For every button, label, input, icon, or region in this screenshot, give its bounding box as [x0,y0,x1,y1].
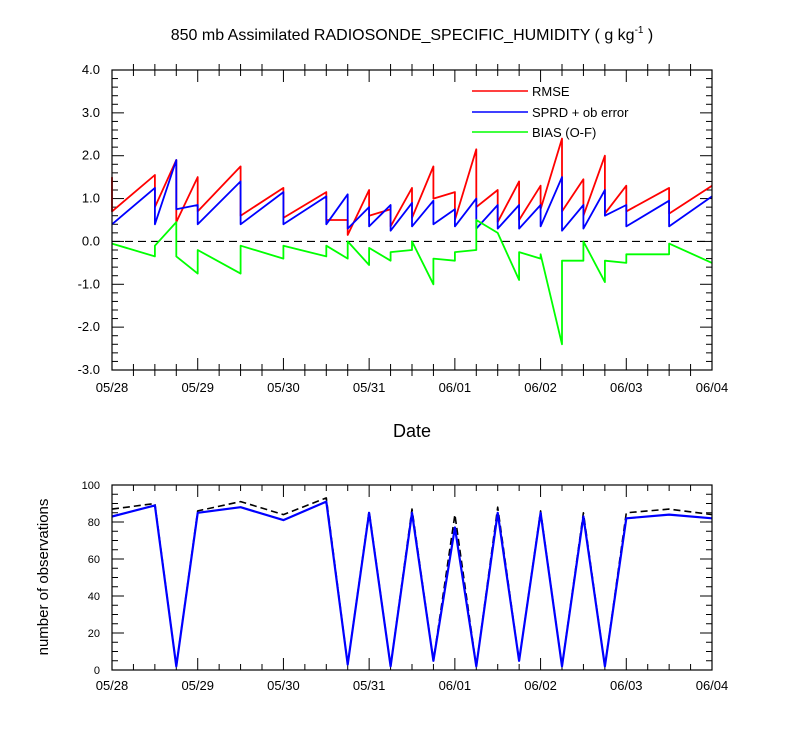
x-tick-label: 05/28 [96,380,129,395]
x-tick-label: 06/02 [524,380,557,395]
y-tick-label: 40 [88,591,100,603]
legend: RMSE SPRD + ob error BIAS (O-F) [472,84,629,140]
x-tick-label: 06/04 [696,678,729,693]
x-tick-label: 06/02 [524,678,557,693]
y-tick-label: -3.0 [78,362,100,377]
legend-label-sprd: SPRD + ob error [532,105,629,120]
chart-title-end: ) [643,27,653,44]
y-tick-label: 0.0 [82,233,100,248]
y-tick-label: 4.0 [82,62,100,77]
y-tick-label: 1.0 [82,191,100,206]
series-line-possible-observations [111,497,713,668]
x-tick-label: 05/29 [181,380,214,395]
y-tick-label: 3.0 [82,105,100,120]
y-tick-label: -2.0 [78,319,100,334]
x-tick-label: 05/30 [267,678,300,693]
series-line-rmse [111,137,713,236]
legend-label-bias: BIAS (O-F) [532,125,596,140]
x-tick-label: 05/28 [96,678,129,693]
y-tick-label: 60 [88,554,100,566]
y-tick-label: 80 [88,517,100,529]
x-tick-label: 06/04 [696,380,729,395]
chart-title-main: 850 mb Assimilated RADIOSONDE_SPECIFIC_H… [171,27,635,44]
x-tick-label: 06/01 [439,380,472,395]
top-panel: 850 mb Assimilated RADIOSONDE_SPECIFIC_H… [78,25,729,441]
bottom-series [111,497,713,668]
y-tick-label: 100 [82,480,100,492]
y-tick-label: 2.0 [82,148,100,163]
x-tick-label: 05/31 [353,678,386,693]
chart-title-sup: -1 [635,25,644,36]
series-line-bias-o-f- [111,219,713,346]
bottom-y-tick-labels: 0 20 40 60 80 100 [82,480,100,677]
x-tick-label: 06/03 [610,678,643,693]
chart-title: 850 mb Assimilated RADIOSONDE_SPECIFIC_H… [171,25,654,44]
x-tick-label: 06/03 [610,380,643,395]
legend-label-rmse: RMSE [532,84,570,99]
x-tick-label: 05/29 [181,678,214,693]
x-tick-label: 06/01 [439,678,472,693]
series-line-sprd-ob-error [111,159,713,232]
bottom-x-tick-labels: 05/28 05/29 05/30 05/31 06/01 06/02 06/03 06/04 [96,678,729,693]
top-y-tick-labels: -3.0 -2.0 -1.0 0.0 1.0 2.0 3.0 4.0 [78,62,100,377]
x-axis-title: Date [393,421,431,441]
bottom-plot-frame [111,484,713,671]
top-series [111,137,713,346]
y-tick-label: 0 [94,665,100,677]
y-tick-label: -1.0 [78,276,100,291]
x-tick-label: 05/30 [267,380,300,395]
bottom-panel: 0 20 40 60 80 100 05/28 05/29 05/30 05/31 06/01 06… [35,480,728,693]
top-x-tick-labels: 05/28 05/29 05/30 05/31 06/01 06/02 06/03 06/04 [96,380,729,395]
x-tick-label: 05/31 [353,380,386,395]
top-plot-frame [111,69,713,371]
y-axis-title-observations: number of observations [35,499,52,656]
y-tick-label: 20 [88,628,100,640]
series-line-assimilated-observations [111,500,713,668]
top-ticks [111,64,713,376]
